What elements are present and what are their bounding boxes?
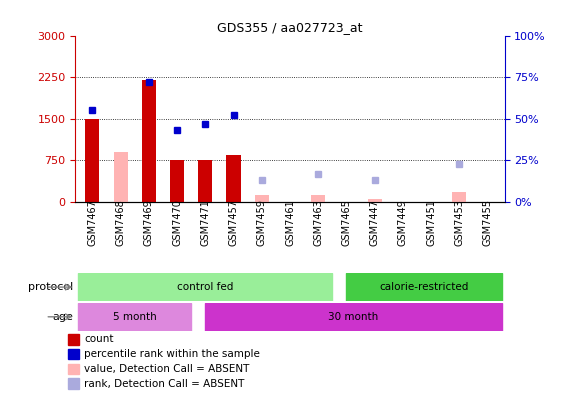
- Bar: [452, 192, 466, 202]
- Bar: [205, 303, 502, 331]
- Text: count: count: [84, 334, 114, 344]
- Text: 5 month: 5 month: [113, 312, 157, 322]
- Bar: [170, 160, 184, 202]
- Bar: [114, 152, 128, 202]
- Text: 30 month: 30 month: [328, 312, 379, 322]
- Bar: [142, 80, 156, 202]
- Bar: [78, 273, 332, 301]
- Text: value, Detection Call = ABSENT: value, Detection Call = ABSENT: [84, 364, 250, 374]
- Bar: [78, 303, 191, 331]
- Bar: [68, 348, 79, 360]
- Text: age: age: [52, 312, 73, 322]
- Bar: [311, 195, 325, 202]
- Bar: [226, 155, 241, 202]
- Bar: [255, 195, 269, 202]
- Bar: [198, 160, 212, 202]
- Text: percentile rank within the sample: percentile rank within the sample: [84, 349, 260, 359]
- Bar: [68, 379, 79, 389]
- Bar: [68, 364, 79, 374]
- Text: calorie-restricted: calorie-restricted: [379, 282, 469, 292]
- Text: control fed: control fed: [177, 282, 234, 292]
- Text: protocol: protocol: [28, 282, 73, 292]
- Title: GDS355 / aa027723_at: GDS355 / aa027723_at: [218, 21, 362, 34]
- Bar: [346, 273, 502, 301]
- Bar: [368, 199, 382, 202]
- Bar: [68, 334, 79, 345]
- Bar: [85, 119, 99, 202]
- Text: rank, Detection Call = ABSENT: rank, Detection Call = ABSENT: [84, 379, 245, 389]
